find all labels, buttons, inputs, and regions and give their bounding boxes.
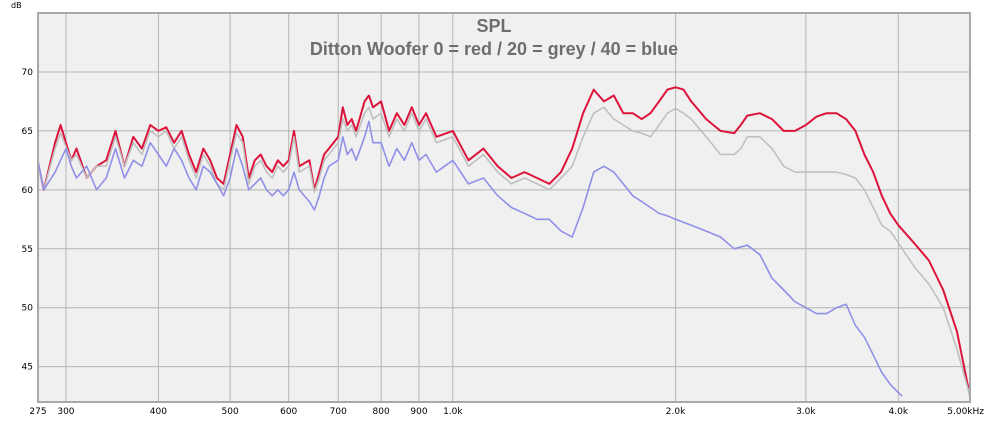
y-tick-label: 70 xyxy=(22,68,34,78)
chart-subtitle: Ditton Woofer 0 = red / 20 = grey / 40 =… xyxy=(310,39,678,59)
x-tick-label: 275 xyxy=(29,407,46,417)
x-tick-label: 1.0k xyxy=(443,407,463,417)
plot-background xyxy=(38,13,970,402)
y-tick-label: 50 xyxy=(22,304,34,314)
y-tick-labels: 45 50 55 60 65 70 xyxy=(22,68,34,373)
series-layer xyxy=(37,86,971,397)
series-blue-line xyxy=(37,120,903,397)
x-tick-label: 700 xyxy=(330,407,347,417)
x-tick-label: 900 xyxy=(410,407,427,417)
series-grey-line xyxy=(37,106,971,397)
x-tick-label: 400 xyxy=(150,407,167,417)
x-tick-label: 600 xyxy=(280,407,297,417)
x-tick-label: 500 xyxy=(222,407,239,417)
x-tick-label: 3.0k xyxy=(796,407,816,417)
plot-frame xyxy=(37,12,971,403)
chart-title: SPL xyxy=(476,16,511,36)
y-tick-label: 60 xyxy=(22,186,34,196)
y-tick-label: 65 xyxy=(22,127,33,137)
x-tick-label: 4.0k xyxy=(889,407,909,417)
x-tick-labels: 275 300 400 500 600 700 800 900 1.0k 2.0k 3.0k 4.0k… xyxy=(29,407,984,417)
x-tick-label: 5.00kHz xyxy=(947,407,984,417)
y-tick-label: 45 xyxy=(22,363,33,373)
series-red-line xyxy=(37,86,971,397)
y-tick-label: 55 xyxy=(22,245,33,255)
x-tick-label: 800 xyxy=(373,407,390,417)
x-tick-label: 300 xyxy=(57,407,74,417)
y-axis-label: dB xyxy=(11,1,22,10)
x-tick-label: 2.0k xyxy=(666,407,686,417)
